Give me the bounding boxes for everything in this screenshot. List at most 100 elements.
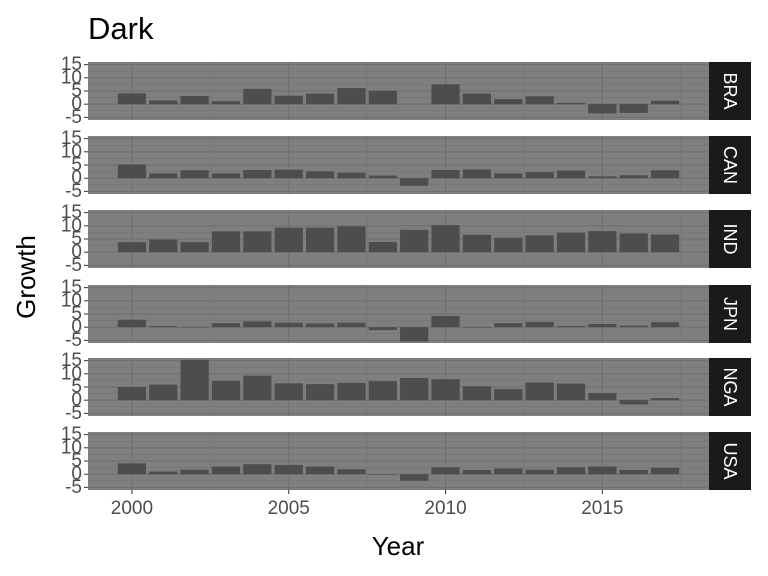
bar-nga-2011: [462, 386, 492, 401]
bar-usa-2004: [243, 464, 272, 475]
y-tick-label: -5: [65, 477, 82, 498]
bar-ind-2016: [619, 233, 648, 253]
bar-bra-2002: [180, 96, 209, 105]
strip: [709, 285, 751, 343]
bar-usa-2016: [619, 469, 648, 475]
bar-jpn-2015: [588, 324, 617, 328]
y-tick-label: 5: [71, 155, 82, 176]
strip: [709, 210, 751, 268]
bar-ind-2000: [117, 242, 147, 253]
bar-can-2007: [337, 172, 366, 179]
bar-nga-2005: [274, 383, 303, 401]
bar-nga-2008: [368, 381, 397, 401]
y-tick-label: 5: [71, 229, 82, 250]
y-tick-label: 5: [71, 304, 82, 325]
bar-jpn-2012: [494, 323, 523, 328]
bar-can-2011: [462, 169, 492, 179]
bar-ind-2012: [494, 237, 523, 253]
bar-can-2014: [556, 170, 586, 179]
y-tick-label: 10: [61, 215, 82, 236]
bar-ind-2014: [556, 232, 586, 253]
bar-ind-2003: [211, 231, 241, 253]
y-axis-title: Growth: [11, 235, 41, 319]
y-tick-label: 15: [61, 54, 82, 75]
facet-panels: BRA-5051015CAN-5051015IND-5051015JPN-505…: [61, 54, 751, 498]
bar-ind-2015: [588, 231, 617, 253]
y-tick-label: -5: [65, 403, 82, 424]
strip: [709, 432, 751, 490]
bar-bra-2004: [243, 88, 272, 105]
bar-ind-2017: [650, 234, 680, 253]
bar-jpn-2006: [305, 323, 335, 328]
bar-can-2008: [368, 175, 397, 179]
bar-bra-2003: [211, 101, 241, 105]
bar-usa-2012: [494, 468, 523, 475]
bar-bra-2013: [525, 96, 554, 105]
bar-ind-2013: [525, 235, 554, 253]
bar-bra-2005: [274, 95, 303, 105]
y-tick-label: -5: [65, 330, 82, 351]
y-tick-label: 15: [61, 128, 82, 149]
x-tick-label: 2000: [111, 498, 153, 519]
bar-bra-2012: [494, 99, 523, 105]
bar-jpn-2008: [368, 327, 397, 331]
bar-jpn-2009: [400, 327, 429, 342]
bar-bra-2007: [337, 88, 366, 105]
strip-label: USA: [720, 442, 740, 479]
bar-usa-2005: [274, 464, 303, 475]
y-tick-label: 0: [71, 168, 82, 189]
bar-ind-2008: [368, 241, 397, 253]
bar-can-2005: [274, 169, 303, 179]
bar-usa-2002: [180, 469, 209, 475]
bar-can-2006: [305, 171, 335, 179]
bar-nga-2013: [525, 382, 554, 401]
y-tick-label: -5: [65, 107, 82, 128]
bar-usa-2001: [149, 471, 178, 475]
y-tick-label: 0: [71, 317, 82, 338]
strip: [709, 136, 751, 194]
bar-ind-2004: [243, 231, 272, 253]
bar-bra-2014: [556, 102, 586, 105]
y-tick-label: 15: [61, 350, 82, 371]
y-tick-label: 5: [71, 81, 82, 102]
bar-usa-2011: [462, 469, 492, 475]
bar-can-2016: [619, 175, 648, 179]
bar-bra-2015: [588, 104, 617, 114]
bar-nga-2000: [117, 387, 147, 401]
bar-jpn-2005: [274, 322, 303, 328]
bar-bra-2000: [117, 93, 147, 105]
bar-jpn-2000: [117, 319, 147, 328]
bar-jpn-2007: [337, 322, 366, 328]
bar-bra-2008: [368, 90, 397, 105]
y-tick-label: 10: [61, 290, 82, 311]
bar-usa-2007: [337, 469, 366, 475]
bar-ind-2010: [431, 225, 460, 253]
bar-bra-2001: [149, 100, 178, 105]
bar-jpn-2016: [619, 325, 648, 328]
bar-usa-2013: [525, 469, 554, 475]
y-tick-label: 10: [61, 141, 82, 162]
bar-bra-2006: [305, 93, 335, 105]
y-tick-label: 0: [71, 464, 82, 485]
bar-can-2015: [588, 176, 617, 179]
bar-bra-2010: [431, 84, 460, 105]
bar-nga-2015: [588, 393, 617, 401]
y-tick-label: 0: [71, 242, 82, 263]
y-tick-label: -5: [65, 255, 82, 276]
bar-ind-2005: [274, 227, 303, 253]
bar-can-2017: [650, 170, 680, 179]
bar-nga-2010: [431, 379, 460, 401]
y-tick-label: 10: [61, 363, 82, 384]
y-tick-label: 0: [71, 94, 82, 115]
bar-jpn-2014: [556, 326, 586, 328]
bar-nga-2002: [180, 359, 209, 401]
bar-jpn-2013: [525, 321, 554, 328]
bar-bra-2017: [650, 100, 680, 105]
y-tick-label: 5: [71, 451, 82, 472]
